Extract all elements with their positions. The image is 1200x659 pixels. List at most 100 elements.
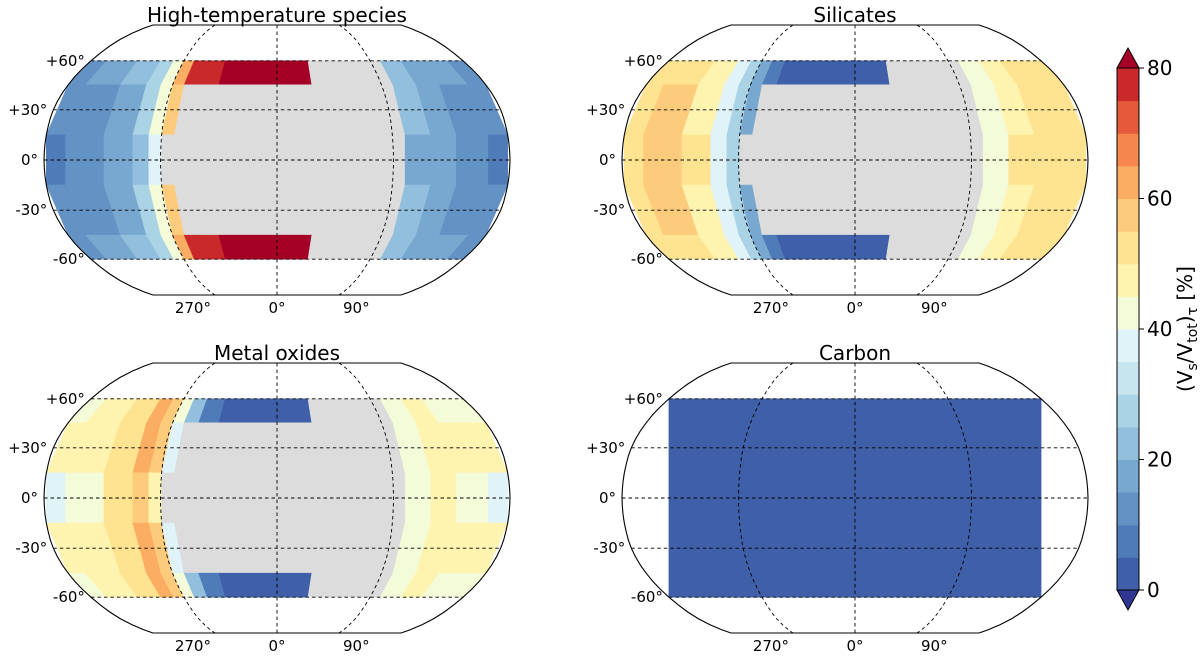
map-panel-1: High-temperature species +60° +30° 0° -30° -6… (8, 3, 511, 317)
longitude-tick-label: 0° (846, 637, 863, 655)
colorbar-segment (1117, 100, 1139, 134)
colorbar-segment (1117, 68, 1139, 102)
longitude-tick-label: 270° (753, 637, 789, 655)
globe-outline (43, 362, 511, 634)
latitude-tick-label: -30° (593, 201, 625, 219)
longitude-gridline (160, 25, 216, 295)
longitude-tick-label: 0° (846, 299, 863, 317)
longitude-gridline (916, 25, 972, 295)
data-cell (241, 60, 267, 86)
latitude-tick-label: +30° (8, 439, 47, 457)
data-cell (287, 398, 313, 424)
globe-outline (621, 24, 1089, 296)
data-cell (819, 60, 845, 86)
latitude-tick-label: +30° (8, 101, 47, 119)
longitude-tick-label: 90° (343, 299, 370, 317)
latitude-tick-label: -60° (53, 588, 85, 606)
colorbar-segment (1117, 329, 1139, 363)
data-cell (287, 572, 313, 598)
latitude-tick-label: -60° (631, 250, 663, 268)
data-cell (287, 234, 313, 260)
map-panel-4: Carbon +60° +30° 0° -30° -60° 270° 0° 90° (586, 341, 1089, 655)
data-cell (241, 572, 267, 598)
latitude-tick-label: -30° (15, 539, 47, 557)
panel-title: Metal oxides (214, 341, 340, 365)
colorbar-extend-min (1116, 589, 1140, 612)
longitude-tick-label: 270° (175, 299, 211, 317)
longitude-tick-label: 90° (343, 637, 370, 655)
longitude-gridline (916, 363, 972, 633)
data-cell (241, 398, 267, 424)
colorbar-segment (1117, 459, 1139, 493)
data-cell (241, 234, 267, 260)
latitude-tick-label: -60° (631, 588, 663, 606)
longitude-gridline (738, 25, 794, 295)
longitude-tick-label: 90° (921, 637, 948, 655)
colorbar-segment (1117, 524, 1139, 558)
data-cell (488, 472, 508, 524)
latitude-tick-label: +60° (624, 390, 663, 408)
data-cell (865, 60, 891, 86)
latitude-tick-label: -60° (53, 250, 85, 268)
latitude-tick-label: +60° (46, 52, 85, 70)
map-panel-3: Metal oxides +60° +30° 0° -30° -60° 270° 0° 90° (8, 341, 511, 655)
colorbar-segment (1117, 263, 1139, 297)
latitude-tick-label: 0° (21, 489, 38, 507)
colorbar-extend-max (1116, 46, 1140, 69)
latitude-tick-label: -30° (593, 539, 625, 557)
data-cell (287, 60, 313, 86)
colorbar-segment (1117, 133, 1139, 167)
data-cell (46, 472, 66, 524)
map-panel-2: Silicates +60° +30° 0° -30° -60° 270° 0° 90° (586, 3, 1089, 317)
colorbar-tick-label: 20 (1147, 448, 1172, 472)
data-cell (1066, 134, 1086, 186)
latitude-tick-label: +60° (624, 52, 663, 70)
colorbar-segment (1117, 426, 1139, 460)
longitude-gridline (338, 363, 394, 633)
colorbar-segment (1117, 361, 1139, 395)
latitude-tick-label: -30° (15, 201, 47, 219)
longitude-tick-label: 0° (268, 299, 285, 317)
gridlines (44, 25, 510, 295)
colorbar-segment (1117, 296, 1139, 330)
longitude-gridline (338, 25, 394, 295)
colorbar-tick-label: 40 (1147, 317, 1172, 341)
colorbar-segment (1117, 492, 1139, 526)
colorbar-segment (1117, 198, 1139, 232)
latitude-tick-label: 0° (599, 151, 616, 169)
latitude-tick-label: 0° (21, 151, 38, 169)
colorbar-segment (1117, 165, 1139, 199)
globe-outline (43, 24, 511, 296)
gridlines (44, 363, 510, 633)
longitude-tick-label: 270° (753, 299, 789, 317)
colorbar-segment (1117, 394, 1139, 428)
globe-outline (621, 362, 1089, 634)
data-cell (46, 134, 66, 186)
data-cell (819, 234, 845, 260)
colorbar-tick-label: 0 (1147, 578, 1160, 602)
longitude-tick-label: 0° (268, 637, 285, 655)
colorbar-segment (1117, 231, 1139, 265)
panel-title: Silicates (813, 3, 896, 27)
gridlines (622, 25, 1088, 295)
gridlines (622, 363, 1088, 633)
colorbar-tick-label: 60 (1147, 187, 1172, 211)
latitude-tick-label: 0° (599, 489, 616, 507)
data-cell (624, 134, 644, 186)
panel-title: Carbon (819, 341, 891, 365)
longitude-tick-label: 270° (175, 637, 211, 655)
longitude-gridline (160, 363, 216, 633)
latitude-tick-label: +30° (586, 101, 625, 119)
latitude-tick-label: +30° (586, 439, 625, 457)
longitude-gridline (738, 363, 794, 633)
colorbar-label: (Vs/Vtot)τ [%] (1173, 266, 1200, 392)
panel-title: High-temperature species (147, 3, 407, 27)
data-cell (488, 134, 508, 186)
latitude-tick-label: +60° (46, 390, 85, 408)
colorbar-tick-label: 80 (1147, 56, 1172, 80)
data-cell (865, 234, 891, 260)
longitude-tick-label: 90° (921, 299, 948, 317)
colorbar-segment (1117, 557, 1139, 591)
colorbar: 0 20 40 60 80 (Vs/Vtot)τ [%] (1116, 46, 1200, 612)
